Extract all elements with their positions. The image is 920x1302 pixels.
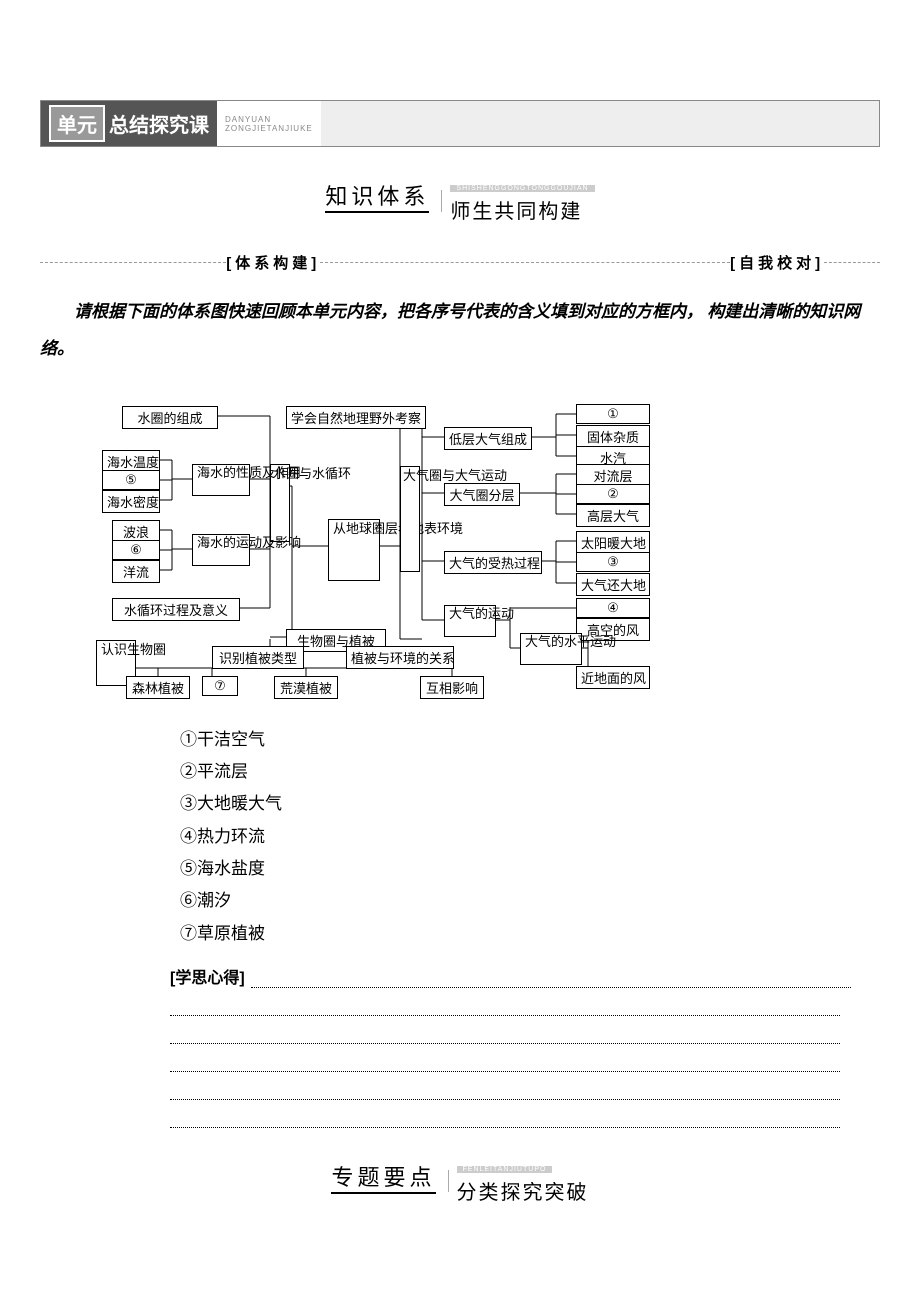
- b4-2: 大气还大地: [576, 573, 650, 596]
- label-tixi: [体系构建]: [226, 252, 320, 273]
- a3-1: ⑥: [112, 540, 160, 560]
- b4-title: 大气的受热过程: [444, 551, 542, 574]
- c1: 森林植被: [126, 676, 190, 699]
- section-subpinyin: SHISHENGGONGTONGGOUJIAN: [450, 185, 594, 192]
- a3-2: 洋流: [112, 560, 160, 583]
- c6: 互相影响: [420, 676, 484, 699]
- answers-list: ①干洁空气 ②平流层 ③大地暖大气 ④热力环流 ⑤海水盐度 ⑥潮汐 ⑦草原植被: [180, 724, 880, 950]
- header-fill: [321, 101, 879, 146]
- note-line: [170, 988, 840, 1016]
- instruction-text: 请根据下面的体系图快速回顾本单元内容，把各序号代表的含义填到对应的方框内， 构建…: [40, 293, 880, 368]
- c2: 识别植被类型: [212, 646, 304, 669]
- b5-0: ④: [576, 598, 650, 618]
- label-ziduo: [自我校对]: [730, 252, 824, 273]
- header-pinyin: DANYUAN ZONGJIETANJIUKE: [217, 101, 321, 146]
- section2-sub: 分类探究突破: [457, 1182, 589, 1204]
- note-line: [170, 1044, 840, 1072]
- b3-2: 高层大气: [576, 504, 650, 527]
- section-title-text: 知识体系: [325, 184, 429, 213]
- b2-0: ①: [576, 404, 650, 424]
- answer-1: ①干洁空气: [180, 724, 880, 756]
- b4-1: ③: [576, 552, 650, 572]
- pinyin1: DANYUAN: [225, 115, 313, 124]
- answer-7: ⑦草原植被: [180, 918, 880, 950]
- section2-subpinyin: FENLEITANJIUTUPO: [457, 1166, 553, 1173]
- c5: 植被与环境的关系: [346, 646, 454, 669]
- section-knowledge: 知识体系 SHISHENGGONGTONGGOUJIAN 师生共同构建: [40, 177, 880, 224]
- note-line: [251, 960, 851, 988]
- b5-sub-item: 近地面的风: [576, 666, 650, 689]
- pinyin2: ZONGJIETANJIUKE: [225, 124, 313, 133]
- answer-5: ⑤海水盐度: [180, 853, 880, 885]
- c4: 荒漠植被: [274, 676, 338, 699]
- a4: 水循环过程及意义: [112, 598, 240, 621]
- section-topic: 专题要点 FENLEITANJIUTUPO 分类探究突破: [40, 1158, 880, 1205]
- b5-title: 大气的运动: [444, 605, 496, 637]
- answer-3: ③大地暖大气: [180, 788, 880, 820]
- b2-1: 固体杂质: [576, 425, 650, 448]
- unit-header: 单元 总结探究课 DANYUAN ZONGJIETANJIUKE: [40, 100, 880, 147]
- c3: ⑦: [202, 676, 238, 696]
- a1: 水圈的组成: [122, 406, 218, 429]
- xuesi-label: [学思心得]: [170, 964, 245, 988]
- col-atmos: 大气圈与大气运动: [400, 466, 420, 572]
- dashed-labels: [体系构建] [自我校对]: [40, 252, 880, 273]
- answer-6: ⑥潮汐: [180, 885, 880, 917]
- title-divider: [441, 190, 442, 212]
- a2-2: 海水密度: [102, 490, 160, 513]
- study-notes: [学思心得]: [40, 960, 880, 1128]
- section2-title: 专题要点: [331, 1165, 435, 1194]
- title-divider: [448, 1170, 449, 1192]
- a2-1: ⑤: [102, 470, 160, 490]
- b4-0: 太阳暖大地: [576, 531, 650, 554]
- a2-title: 海水的性质及作用: [192, 464, 250, 496]
- a3-title: 海水的运动及影响: [192, 534, 250, 566]
- b1: 学会自然地理野外考察: [286, 406, 426, 429]
- b3-1: ②: [576, 484, 650, 504]
- answer-4: ④热力环流: [180, 821, 880, 853]
- core-node: 从地球圈层看地表环境: [328, 519, 380, 581]
- answer-2: ②平流层: [180, 756, 880, 788]
- note-line: [170, 1100, 840, 1128]
- header-rest: 总结探究课: [109, 109, 209, 138]
- b3-title: 大气圈分层: [444, 483, 520, 506]
- header-left: 单元 总结探究课: [41, 101, 217, 146]
- note-line: [170, 1016, 840, 1044]
- note-line: [170, 1072, 840, 1100]
- header-boxed: 单元: [49, 105, 105, 142]
- section-sub: 师生共同构建: [450, 201, 582, 223]
- b2-title: 低层大气组成: [444, 427, 532, 450]
- concept-diagram: 从地球圈层看地表环境 水圈与水循环 水圈的组成 海水的性质及作用 海水温度 ⑤ …: [90, 386, 830, 706]
- b5-sub: 大气的水平运动: [520, 633, 582, 665]
